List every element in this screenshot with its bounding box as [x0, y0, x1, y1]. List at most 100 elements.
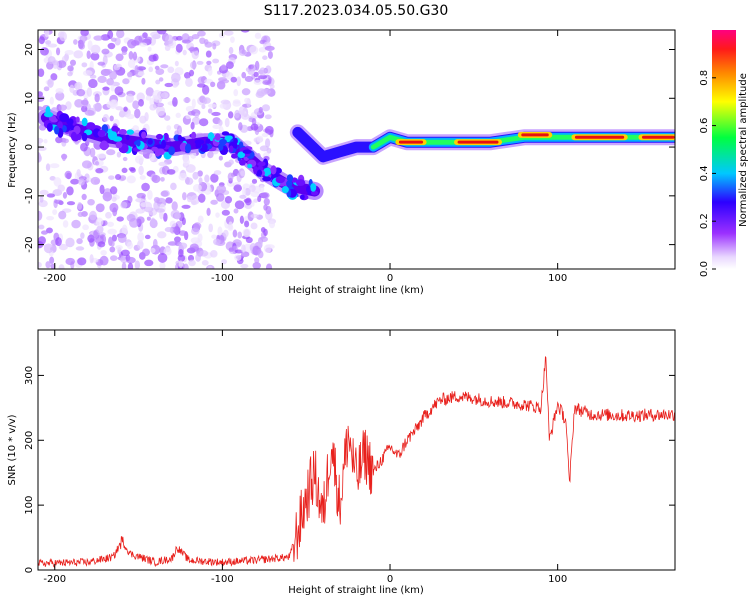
- noise-speckle: [201, 104, 206, 110]
- noise-speckle: [178, 242, 188, 250]
- noise-speckle: [109, 71, 117, 80]
- noise-speckle: [207, 151, 214, 159]
- spectrogram-plot-area: [38, 30, 675, 269]
- noise-speckle: [249, 45, 259, 55]
- noise-speckle: [67, 65, 74, 72]
- noise-speckle: [184, 177, 194, 185]
- noise-speckle: [160, 190, 169, 197]
- ridge-blob: [43, 111, 54, 118]
- noise-speckle: [216, 184, 227, 194]
- noise-speckle: [185, 114, 191, 120]
- noise-speckle: [241, 244, 246, 253]
- noise-speckle: [150, 217, 156, 226]
- noise-speckle: [267, 50, 273, 59]
- noise-speckle: [230, 76, 238, 83]
- ridge-blob: [201, 143, 208, 152]
- noise-speckle: [261, 132, 269, 138]
- noise-speckle: [181, 204, 191, 209]
- noise-speckle: [44, 30, 50, 38]
- noise-speckle: [58, 104, 67, 111]
- noise-speckle: [157, 252, 168, 263]
- noise-speckle: [160, 64, 169, 69]
- snr-y-ticks: 0 100 200 300: [24, 366, 675, 573]
- noise-speckle: [102, 113, 109, 122]
- noise-speckle: [62, 138, 69, 144]
- colorbar-gradient: [712, 30, 736, 269]
- noise-speckle: [155, 208, 165, 213]
- noise-speckle: [116, 151, 122, 158]
- colorbar-ticks: 0.0 0.2 0.4 0.6 0.8: [699, 70, 716, 277]
- noise-speckle: [194, 112, 200, 119]
- noise-speckle: [260, 88, 271, 95]
- noise-speckle: [111, 99, 119, 108]
- noise-speckle: [265, 65, 272, 74]
- ridge-blob: [253, 166, 259, 175]
- noise-speckle: [207, 103, 217, 108]
- noise-speckle: [55, 88, 64, 94]
- noise-speckle: [230, 36, 235, 43]
- snr-frame: [37, 329, 676, 571]
- noise-speckle: [93, 35, 104, 41]
- ridge-blob: [168, 146, 176, 156]
- noise-speckle: [174, 60, 179, 67]
- noise-speckle: [75, 246, 85, 251]
- noise-speckle: [155, 102, 164, 108]
- ridge-blob: [311, 190, 319, 196]
- noise-speckle: [38, 137, 44, 144]
- spectrogram-y-ticks: -20 -10 0 10 20: [24, 43, 675, 253]
- noise-speckle: [81, 160, 92, 169]
- ridge-blob: [141, 131, 147, 139]
- y-tick-label: 10: [24, 92, 35, 105]
- noise-speckle: [62, 192, 68, 199]
- noise-speckle: [144, 259, 154, 267]
- noise-speckle: [123, 106, 128, 112]
- spectrogram-x-label: Height of straight line (km): [288, 285, 424, 296]
- noise-speckle: [234, 254, 242, 261]
- ridge-blob: [126, 129, 135, 135]
- noise-speckle: [126, 71, 133, 78]
- snr-panel: -200 -100 0 100 0 100 200 300 Height of straig…: [7, 329, 676, 596]
- noise-speckle: [202, 84, 210, 95]
- noise-speckle: [130, 167, 136, 173]
- noise-speckle: [107, 30, 114, 40]
- noise-speckle: [256, 135, 264, 143]
- noise-speckle: [213, 238, 221, 246]
- noise-speckle: [242, 186, 247, 197]
- ridge-blob: [151, 146, 159, 152]
- noise-speckle: [164, 44, 171, 51]
- noise-speckle: [121, 167, 128, 174]
- ridge-blob: [231, 153, 238, 159]
- noise-speckle: [199, 250, 209, 257]
- noise-speckle: [46, 193, 56, 198]
- noise-speckle: [89, 254, 94, 264]
- noise-speckle: [58, 210, 67, 220]
- noise-speckle: [38, 142, 42, 147]
- noise-speckle: [253, 71, 259, 78]
- noise-speckle: [137, 71, 145, 77]
- noise-speckle: [139, 175, 146, 180]
- noise-speckle: [183, 157, 190, 167]
- noise-speckle: [43, 138, 48, 144]
- noise-speckle: [94, 93, 100, 103]
- noise-speckle: [244, 220, 250, 228]
- noise-speckle: [163, 212, 168, 222]
- noise-speckle: [38, 236, 46, 245]
- noise-speckle: [243, 229, 250, 238]
- noise-speckle: [109, 115, 114, 122]
- noise-speckle: [132, 100, 140, 110]
- ridge-blob: [295, 179, 306, 186]
- ridge-blob: [161, 139, 167, 149]
- noise-speckle: [38, 210, 43, 221]
- noise-speckle: [239, 194, 247, 199]
- noise-speckle: [82, 70, 93, 77]
- ridge-blob: [57, 121, 63, 130]
- noise-speckle: [149, 152, 156, 162]
- noise-speckle: [188, 47, 198, 52]
- noise-speckle: [122, 156, 128, 162]
- noise-speckle: [38, 68, 45, 77]
- noise-speckle: [147, 46, 152, 52]
- noise-speckle: [195, 253, 201, 262]
- noise-speckle: [67, 71, 73, 77]
- noise-speckle: [134, 260, 141, 269]
- noise-speckle: [55, 47, 61, 56]
